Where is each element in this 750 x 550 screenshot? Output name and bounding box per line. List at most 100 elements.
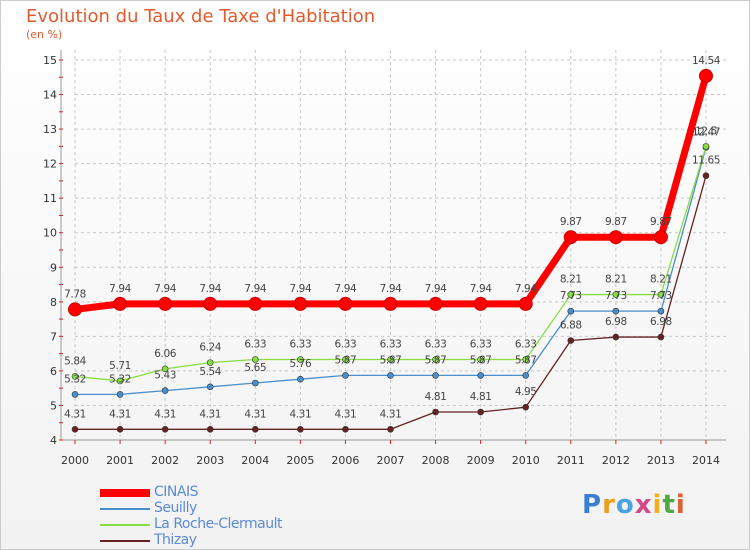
series-point-2 <box>432 356 439 363</box>
data-label: 4.31 <box>199 408 221 420</box>
data-label: 5.43 <box>154 370 176 382</box>
logo-letter: x <box>634 490 653 520</box>
data-label: 5.32 <box>64 373 86 385</box>
series-point-3 <box>567 337 575 344</box>
data-label: 7.94 <box>199 283 221 295</box>
x-tick-label: 2009 <box>467 454 495 467</box>
legend-label: CINAIS <box>154 484 198 500</box>
legend-swatch <box>100 489 150 497</box>
data-label: 6.24 <box>199 342 221 354</box>
y-tick-label: 5 <box>50 399 57 412</box>
data-label: 11.65 <box>692 155 720 167</box>
series-point-3 <box>387 425 394 433</box>
series-point-3 <box>657 333 665 341</box>
y-tick-label: 15 <box>43 54 57 67</box>
series-point-2 <box>342 356 349 363</box>
series-point-3 <box>432 408 439 416</box>
x-tick-label: 2001 <box>106 454 134 467</box>
series-point-1 <box>657 307 665 315</box>
series-point-2 <box>702 143 710 150</box>
x-tick-label: 2005 <box>286 454 314 467</box>
data-label: 4.81 <box>470 391 492 403</box>
x-tick-label: 2003 <box>196 454 224 467</box>
series-point-0 <box>383 296 398 311</box>
series-point-3 <box>251 425 259 433</box>
data-label: 8.21 <box>650 274 672 286</box>
data-label: 5.76 <box>289 358 311 370</box>
data-label: 6.33 <box>380 339 402 351</box>
x-tick-label: 2008 <box>422 454 450 467</box>
series-point-3 <box>116 425 124 433</box>
series-point-3 <box>612 333 620 341</box>
x-tick-label: 2014 <box>692 454 720 467</box>
data-label: 7.73 <box>560 290 582 302</box>
data-label: 5.84 <box>64 355 86 367</box>
series-point-1 <box>161 387 169 394</box>
data-label: 6.33 <box>425 339 447 351</box>
data-label: 5.71 <box>109 360 131 372</box>
data-label: 6.33 <box>289 339 311 351</box>
series-point-3 <box>206 425 214 433</box>
data-label: 4.31 <box>64 408 86 420</box>
data-label: 4.31 <box>244 408 266 420</box>
legend-swatch <box>100 524 150 526</box>
data-label: 9.87 <box>605 216 627 228</box>
logo-letter: o <box>615 490 635 520</box>
series-point-2 <box>251 356 259 363</box>
data-label: 5.87 <box>335 354 357 366</box>
series-point-0 <box>113 296 128 311</box>
series-point-2 <box>567 291 575 298</box>
data-label: 6.33 <box>470 339 492 351</box>
series-point-2 <box>116 377 124 385</box>
data-label: 5.65 <box>244 362 266 374</box>
data-label: 4.31 <box>154 408 176 420</box>
y-tick-label: 14 <box>43 89 57 102</box>
series-point-3 <box>161 425 169 433</box>
series-point-3 <box>297 425 304 433</box>
series-point-2 <box>477 356 484 363</box>
logo-letter: i <box>675 490 686 520</box>
series-point-0 <box>248 296 263 311</box>
data-label: 7.78 <box>64 288 86 300</box>
series-point-2 <box>387 356 394 363</box>
series-point-1 <box>342 372 349 379</box>
series-point-2 <box>612 291 620 298</box>
series-point-0 <box>68 302 82 317</box>
data-label: 8.21 <box>605 274 627 286</box>
data-label: 4.31 <box>380 408 402 420</box>
data-label: 5.87 <box>470 354 492 366</box>
legend-label: La Roche-Clermault <box>154 516 283 532</box>
legend-label: Thizay <box>154 532 197 548</box>
data-label: 6.33 <box>335 339 357 351</box>
data-label: 4.95 <box>515 386 537 398</box>
series-point-2 <box>297 356 304 363</box>
logo-letter: t <box>662 490 676 520</box>
chart-title: Evolution du Taux de Taxe d'Habitation <box>26 6 376 27</box>
data-label: 7.73 <box>650 290 672 302</box>
data-label: 9.87 <box>650 216 672 228</box>
data-label: 6.06 <box>154 348 176 360</box>
series-point-3 <box>477 408 484 416</box>
legend-label: Seuilly <box>154 500 197 516</box>
series-point-3 <box>71 425 79 433</box>
series-point-3 <box>522 403 530 411</box>
y-tick-label: 8 <box>50 296 57 309</box>
x-tick-label: 2012 <box>602 454 630 467</box>
series-point-0 <box>203 296 218 311</box>
x-tick-label: 2011 <box>557 454 585 467</box>
data-label: 9.87 <box>560 216 582 228</box>
data-label: 7.94 <box>380 283 402 295</box>
data-label: 7.94 <box>515 283 537 295</box>
series-point-0 <box>428 296 443 311</box>
series-point-0 <box>518 296 533 311</box>
data-label: 4.31 <box>289 408 311 420</box>
series-point-2 <box>161 365 169 373</box>
data-label: 4.81 <box>425 391 447 403</box>
data-label: 6.98 <box>650 316 672 328</box>
series-point-1 <box>71 391 79 398</box>
data-label: 5.87 <box>380 354 402 366</box>
data-label: 5.54 <box>199 366 221 378</box>
y-tick-label: 10 <box>43 227 57 240</box>
data-label: 5.87 <box>515 354 537 366</box>
series-point-0 <box>293 296 308 311</box>
